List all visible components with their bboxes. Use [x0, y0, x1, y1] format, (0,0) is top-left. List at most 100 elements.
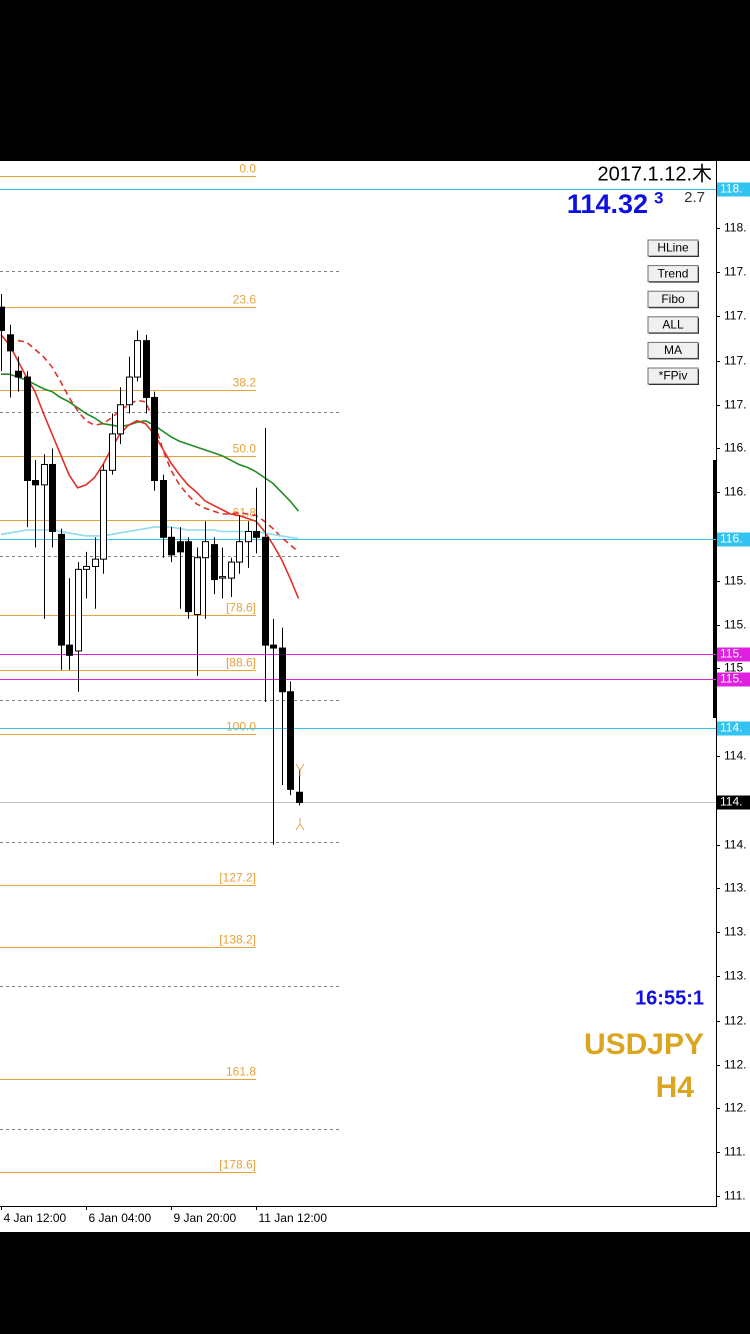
candle-body	[194, 557, 201, 616]
candle-body	[279, 647, 286, 693]
candle-layer	[0, 294, 303, 845]
y-tick-label: 115.	[724, 618, 746, 632]
candle-body	[143, 340, 150, 398]
candle-body	[66, 644, 73, 656]
fib-label: [127.2]	[219, 871, 256, 885]
button-label[interactable]: Fibo	[661, 292, 685, 306]
price-box-label: 114.	[720, 795, 742, 809]
bid-pip: 3	[654, 188, 663, 207]
candle-body	[49, 463, 56, 532]
x-tick-label: 6 Jan 04:00	[89, 1211, 152, 1225]
fib-label: 50.0	[233, 442, 257, 456]
button-label[interactable]: MA	[664, 343, 682, 357]
candle-body	[100, 469, 107, 560]
candle-body	[168, 536, 175, 556]
y-tick-label: 118.	[724, 221, 746, 235]
y-tick-label: 117.	[724, 309, 746, 323]
candle-body	[228, 561, 235, 579]
candle-body	[211, 544, 218, 581]
fib-label: [178.6]	[219, 1158, 256, 1172]
candle-body	[117, 404, 124, 435]
fib-label: [88.6]	[226, 656, 256, 670]
candle-body	[262, 536, 269, 646]
candle-body	[236, 541, 243, 563]
y-tick-label: 115	[724, 661, 743, 675]
moving-average	[1, 373, 300, 512]
y-tick-label: 116.	[724, 485, 746, 499]
fib-label: 0.0	[239, 162, 256, 176]
button-label[interactable]: *FPiv	[659, 369, 688, 383]
date-label: 2017.1.12.木	[597, 162, 712, 185]
button-group: HLine Trend Fibo ALL MA *FPiv	[647, 239, 699, 385]
candle-body	[92, 558, 99, 567]
candle-body	[24, 376, 31, 482]
candle-body	[245, 530, 252, 543]
chart-window	[0, 160, 750, 1232]
candle-body	[15, 370, 22, 378]
symbol: USDJPY	[584, 1028, 704, 1061]
candle-body	[202, 541, 209, 559]
arrow-marker	[295, 818, 305, 831]
y-tick-label: 113.	[724, 969, 746, 983]
button-label[interactable]: ALL	[662, 317, 684, 331]
candle-body	[253, 530, 260, 538]
candle-body	[287, 691, 294, 790]
toolbar-button[interactable]: MA	[647, 341, 699, 360]
toolbar-button[interactable]: Trend	[647, 265, 699, 283]
candle-body	[185, 541, 192, 613]
y-tick-label: 117.	[724, 354, 746, 368]
arrow-marker	[295, 763, 305, 776]
price-box-label: 118.	[720, 182, 742, 196]
button-label[interactable]: Trend	[658, 266, 689, 280]
candle-body	[0, 306, 5, 331]
price-box	[717, 182, 750, 197]
axis-layer: 118. 116. 115. 115. 114. 114. 118. 117. 117. 117.…	[1, 182, 750, 1225]
y-tick-label: 112.	[724, 1058, 746, 1072]
y-tick-label: 116.	[724, 441, 746, 455]
y-tick-label: 117.	[724, 398, 746, 412]
y-tick-label: 112.	[724, 1101, 746, 1115]
y-tick-label: 112.	[724, 1014, 746, 1028]
y-tick-label: 114.	[724, 838, 746, 852]
price-box-label: 116.	[720, 532, 742, 546]
candle-body	[177, 541, 184, 553]
x-tick-label: 11 Jan 12:00	[259, 1211, 328, 1225]
fib-label: [138.2]	[219, 933, 256, 947]
y-tick-label: 114.	[724, 749, 746, 763]
bid-price: 114.32	[567, 189, 648, 219]
toolbar-button[interactable]: *FPiv	[647, 367, 699, 385]
candle-body	[75, 568, 82, 652]
price-box	[717, 672, 750, 687]
price-box	[717, 532, 750, 547]
candle-body	[126, 376, 133, 406]
price-box	[717, 721, 750, 736]
toolbar-button[interactable]: Fibo	[647, 290, 699, 309]
candle-body	[151, 396, 158, 482]
candle-body	[109, 433, 116, 471]
price-box	[717, 795, 750, 810]
button-label[interactable]: HLine	[657, 241, 689, 255]
candle-body	[296, 791, 303, 803]
y-tick-label: 111.	[724, 1189, 746, 1203]
candle-body	[32, 480, 39, 486]
spread: 2.7	[684, 189, 705, 206]
x-tick-label: 4 Jan 12:00	[4, 1211, 67, 1225]
scroll-indicator	[713, 460, 716, 718]
moving-average	[0, 334, 300, 599]
toolbar-button[interactable]: ALL	[647, 316, 699, 334]
fib-label: [78.6]	[226, 601, 256, 615]
moving-average	[17, 339, 300, 553]
y-tick-label: 117.	[724, 265, 746, 279]
candle-body	[134, 340, 141, 378]
candle-body	[270, 644, 277, 649]
clock: 16:55:1	[635, 987, 704, 1009]
fib-label: 23.6	[233, 293, 257, 307]
y-tick-label: 113.	[724, 881, 746, 895]
candle-body	[219, 576, 226, 579]
fib-label: 100.0	[226, 720, 256, 734]
toolbar-button[interactable]: HLine	[647, 239, 699, 257]
y-tick-label: 113.	[724, 925, 746, 939]
